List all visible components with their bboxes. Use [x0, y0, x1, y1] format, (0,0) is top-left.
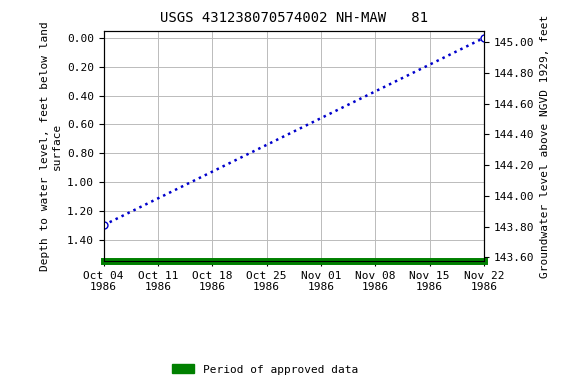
Y-axis label: Depth to water level, feet below land
surface: Depth to water level, feet below land su…	[40, 21, 62, 271]
Title: USGS 431238070574002 NH-MAW   81: USGS 431238070574002 NH-MAW 81	[160, 12, 428, 25]
Legend: Period of approved data: Period of approved data	[172, 364, 358, 375]
Y-axis label: Groundwater level above NGVD 1929, feet: Groundwater level above NGVD 1929, feet	[540, 14, 550, 278]
